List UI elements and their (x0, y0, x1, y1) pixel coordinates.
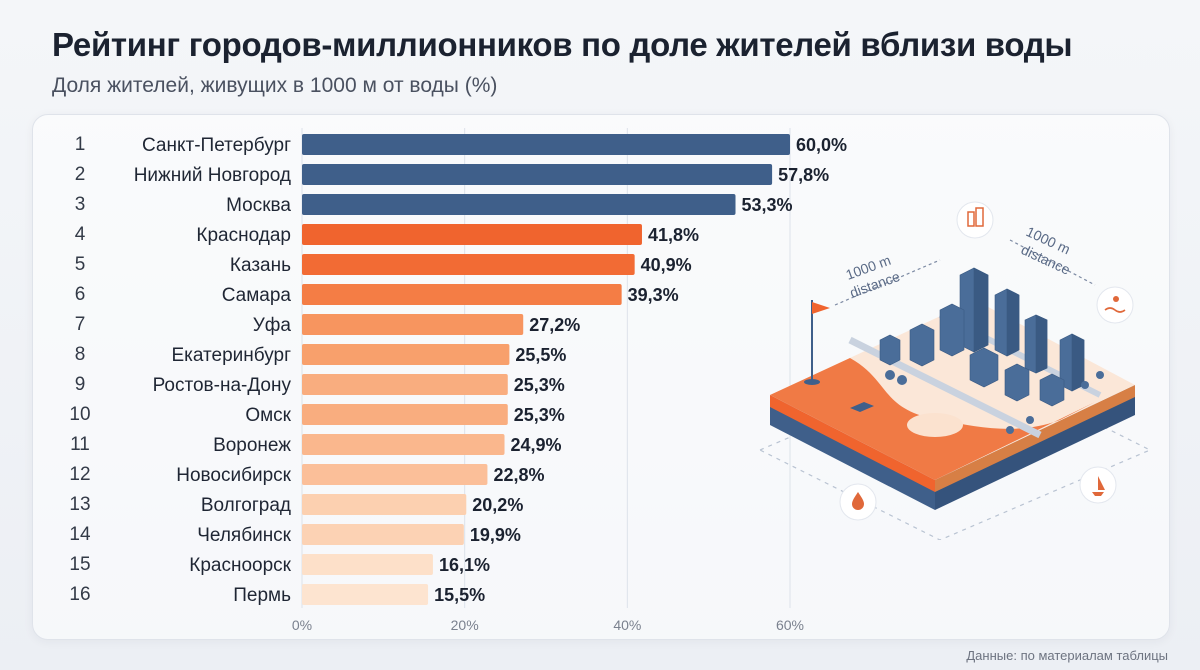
page-subtitle: Доля жителей, живущих в 1000 м от воды (… (52, 74, 498, 97)
flag-icon (804, 300, 830, 385)
building-icon (956, 201, 994, 239)
buildings (879, 267, 1085, 407)
page-title: Рейтинг городов-миллионников по доле жит… (52, 26, 1073, 63)
trees (885, 370, 1104, 434)
city-water-illustration: 1000 m distance 1000 m distance (758, 201, 1152, 540)
source-note: Данные: по материалам таблицы (966, 648, 1168, 663)
water-drop-icon (839, 483, 877, 521)
sailboat-icon (1079, 466, 1117, 504)
swimmer-icon (1096, 286, 1134, 324)
